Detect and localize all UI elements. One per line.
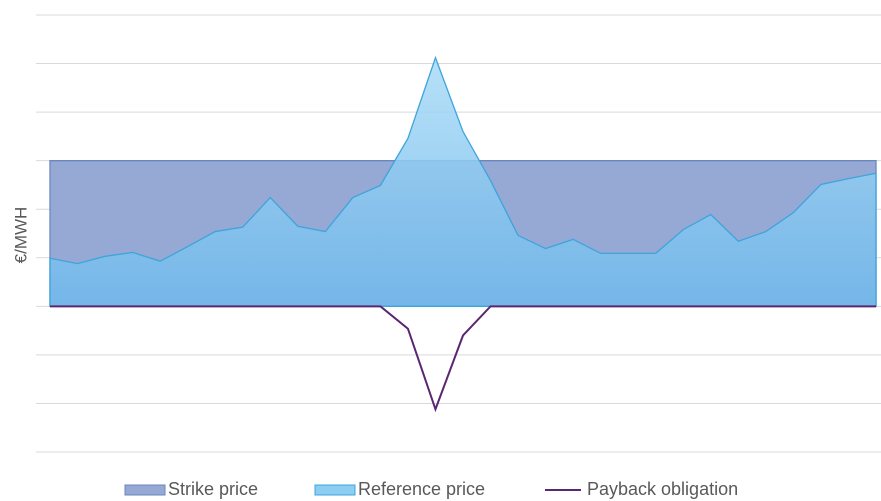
legend-label: Payback obligation [587,479,738,499]
line [50,305,876,413]
area [49,55,877,307]
legend-label: Reference price [358,479,485,499]
legend: Strike price Reference price Payback oblig… [124,479,738,499]
legend-label: Strike price [168,479,258,499]
y-axis-label: €/MWH [11,207,30,264]
legend-swatch [124,484,166,496]
legend-swatch [314,484,356,496]
plot-area [49,55,877,413]
